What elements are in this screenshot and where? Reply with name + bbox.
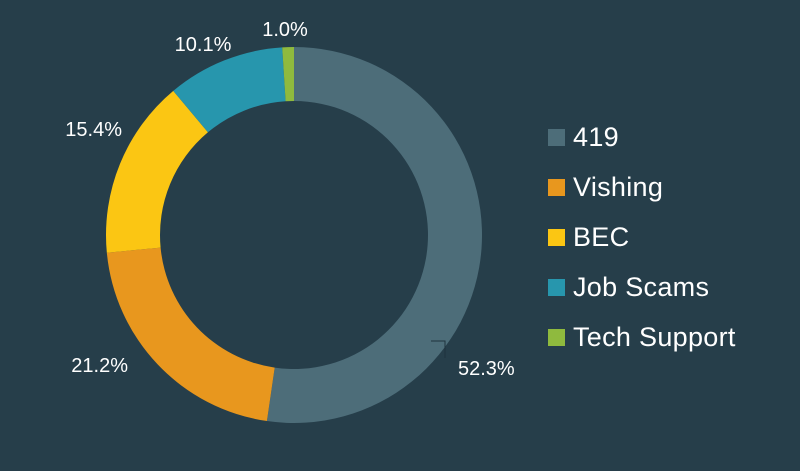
slice-tech-support: [282, 47, 294, 102]
legend-label-bec: BEC: [573, 221, 630, 252]
legend-label-vishing: Vishing: [573, 171, 664, 202]
legend-swatch-bec: [548, 228, 565, 246]
legend-item-vishing: Vishing: [548, 162, 736, 212]
value-label-bec: 15.4%: [65, 119, 122, 141]
legend-swatch-job-scams: [548, 278, 565, 296]
value-label-job-scams: 10.1%: [175, 34, 232, 56]
value-label-tech-support: 1.0%: [262, 19, 308, 41]
legend-item-419: 419: [548, 112, 736, 162]
legend-label-419: 419: [573, 121, 619, 152]
legend-item-tech-support: Tech Support: [548, 312, 736, 362]
legend-swatch-tech-support: [548, 328, 565, 346]
slice-job-scams: [173, 47, 286, 133]
slice-bec: [106, 90, 208, 253]
leader-line-419: [431, 340, 446, 358]
value-label-vishing: 21.2%: [71, 355, 128, 377]
chart-legend: 419 Vishing BEC Job Scams Tech Support: [548, 112, 736, 362]
value-label-419: 52.3%: [458, 358, 515, 380]
slice-vishing: [106, 247, 275, 422]
legend-item-bec: BEC: [548, 212, 736, 262]
legend-swatch-vishing: [548, 178, 565, 196]
legend-item-job-scams: Job Scams: [548, 262, 736, 312]
legend-label-tech-support: Tech Support: [573, 321, 736, 352]
slice-419: [266, 47, 482, 423]
legend-label-job-scams: Job Scams: [573, 271, 710, 302]
legend-swatch-419: [548, 128, 565, 146]
